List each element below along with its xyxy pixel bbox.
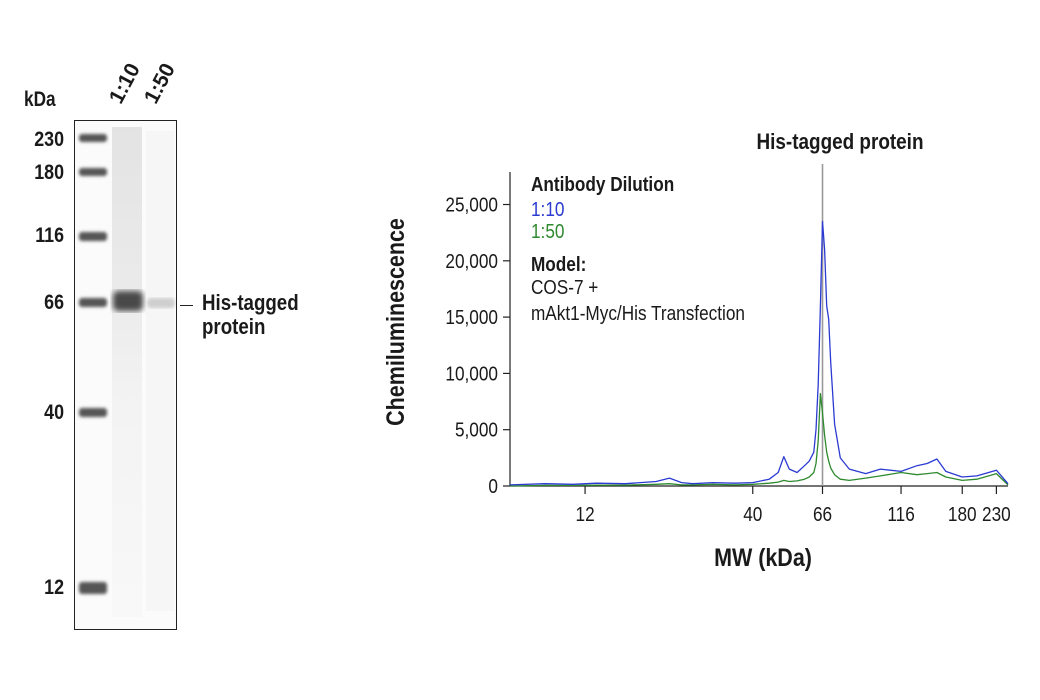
- marker-label-66: 66: [44, 291, 64, 314]
- chart-axes: 0 5,000 10,000 15,000 20,000 25,000 12 40 66 116 1…: [445, 164, 1011, 526]
- lane-1-10-band: [113, 291, 143, 311]
- marker-label-230: 230: [34, 128, 64, 151]
- marker-label-12: 12: [44, 576, 64, 599]
- y-tick-label: 5,000: [455, 418, 498, 441]
- marker-label-116: 116: [35, 224, 64, 247]
- ladder-lane: [79, 134, 107, 594]
- series-line-2: [509, 393, 1009, 487]
- lane-1-10-smear: [112, 127, 142, 617]
- band-label-line1: His-tagged: [202, 290, 299, 315]
- band-label-line2: protein: [202, 314, 266, 339]
- legend-model-title: Model:: [531, 253, 586, 276]
- legend-title: Antibody Dilution: [531, 173, 674, 196]
- x-axis-label: MW (kDa): [714, 543, 812, 571]
- y-tick-label: 15,000: [445, 306, 498, 329]
- x-tick-label: 180: [948, 503, 977, 526]
- blot-units-label: kDa: [24, 88, 56, 111]
- series-line-1: [509, 220, 1009, 486]
- lane-1-50-smear: [146, 131, 174, 611]
- y-tick-label: 25,000: [445, 193, 498, 216]
- legend-series-2: 1:50: [531, 220, 564, 243]
- blot-lanes: [79, 127, 175, 617]
- legend-model-line2: mAkt1-Myc/His Transfection: [531, 302, 745, 325]
- band-label: His-tagged protein: [202, 291, 299, 339]
- x-tick-label: 116: [887, 503, 914, 526]
- marker-label-180: 180: [34, 161, 64, 184]
- y-tick-label: 10,000: [445, 362, 498, 385]
- legend-model-line1: COS-7 +: [531, 276, 598, 299]
- x-tick-label: 66: [813, 503, 832, 526]
- blot-image: [74, 120, 177, 630]
- y-tick-label: 0: [488, 475, 498, 498]
- y-axis-label: Chemiluminescence: [381, 218, 409, 426]
- band-label-tick: [180, 305, 193, 306]
- chart-series: [509, 220, 1009, 487]
- lane-1-50-band: [147, 298, 175, 308]
- chart-text: His-tagged protein MW (kDa) Chemilumines…: [381, 130, 923, 572]
- x-tick-label: 12: [576, 503, 595, 526]
- legend-series-1: 1:10: [531, 198, 564, 221]
- x-tick-label: 40: [743, 503, 762, 526]
- marker-label-40: 40: [44, 401, 64, 424]
- chart-title: His-tagged protein: [757, 130, 924, 155]
- y-tick-label: 20,000: [445, 250, 498, 273]
- x-tick-label: 230: [982, 503, 1011, 526]
